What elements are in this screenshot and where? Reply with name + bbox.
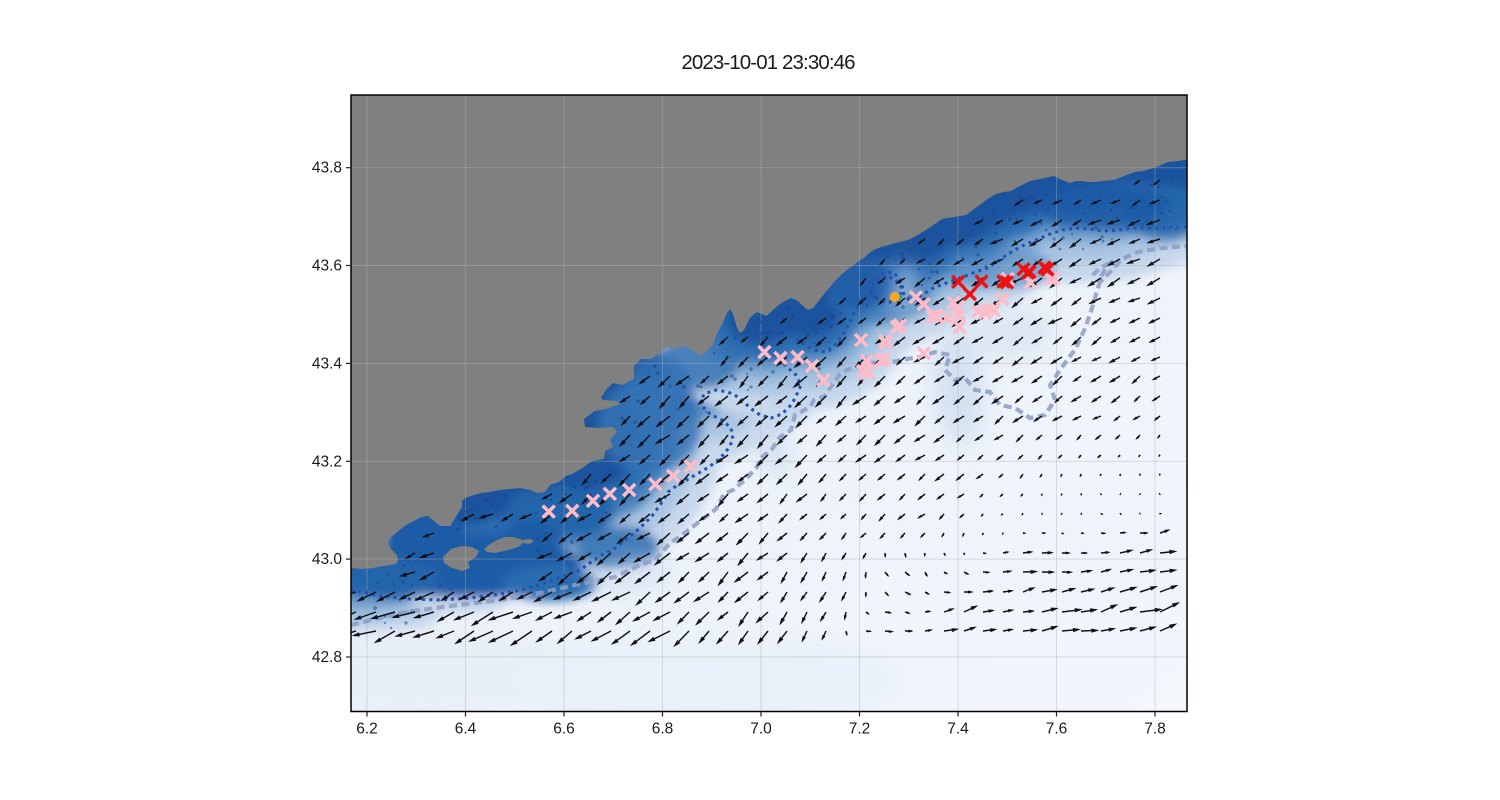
svg-text:43.2: 43.2 [312, 453, 342, 470]
svg-text:6.6: 6.6 [553, 721, 575, 738]
svg-text:7.6: 7.6 [1046, 721, 1068, 738]
svg-text:43.4: 43.4 [312, 355, 343, 372]
svg-text:7.4: 7.4 [947, 721, 969, 738]
svg-text:42.8: 42.8 [312, 649, 342, 666]
svg-text:43.6: 43.6 [312, 258, 342, 275]
svg-text:6.4: 6.4 [455, 721, 477, 738]
svg-text:6.2: 6.2 [356, 721, 378, 738]
svg-text:7.2: 7.2 [849, 721, 871, 738]
svg-text:6.8: 6.8 [652, 721, 674, 738]
svg-text:2023-10-01 23:30:46: 2023-10-01 23:30:46 [681, 51, 855, 74]
svg-text:43.0: 43.0 [312, 551, 343, 568]
svg-text:7.8: 7.8 [1144, 721, 1166, 738]
svg-text:7.0: 7.0 [750, 721, 772, 738]
svg-text:43.8: 43.8 [312, 160, 342, 177]
